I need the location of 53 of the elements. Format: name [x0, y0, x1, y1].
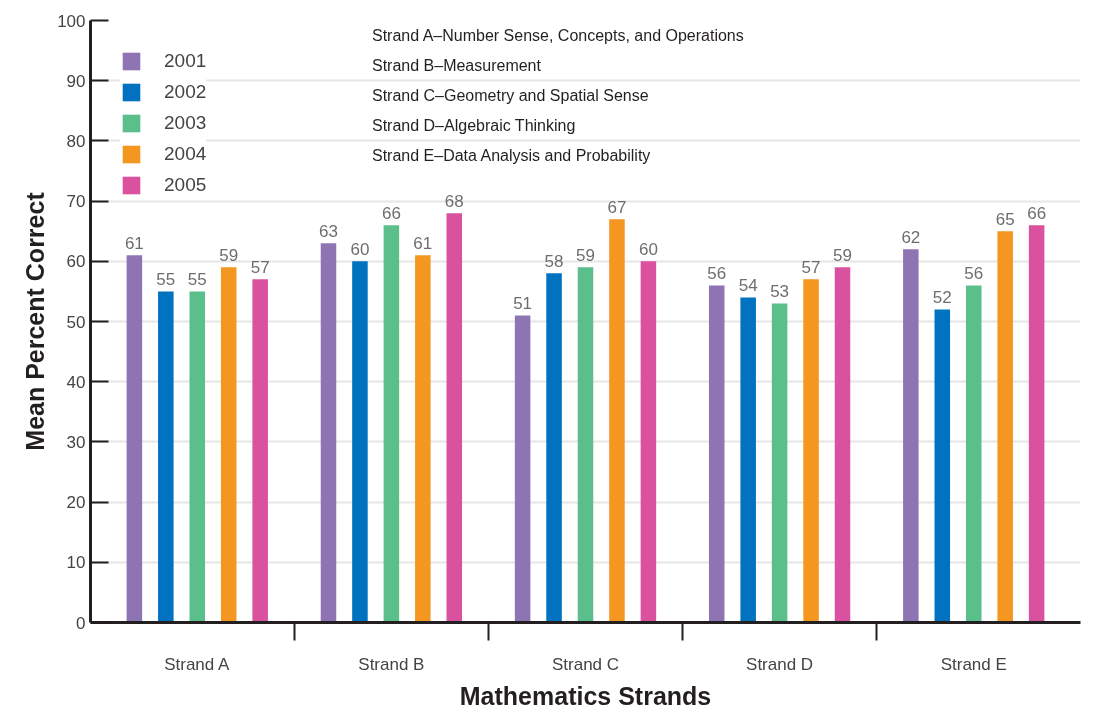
data-label: 58 — [544, 252, 564, 272]
data-label: 57 — [250, 258, 270, 278]
data-label: 61 — [413, 234, 433, 254]
data-label: 68 — [444, 192, 464, 212]
annotation: Strand B–Measurement — [371, 57, 542, 75]
annotation: Strand A–Number Sense, Concepts, and Operations — [371, 27, 744, 45]
x-tick-label: Strand E — [940, 654, 1007, 674]
data-label: 66 — [381, 204, 401, 224]
data-label: 59 — [576, 246, 595, 266]
data-label: 52 — [932, 288, 952, 308]
annotation: Strand E–Data Analysis and Probability — [371, 147, 651, 165]
data-label: 66 — [1027, 204, 1047, 224]
legend-label: 2001 — [164, 50, 207, 72]
y-tick-label: 10 — [66, 553, 86, 573]
x-tick-label: Strand C — [551, 654, 620, 674]
x-tick-label: Strand A — [164, 654, 231, 674]
data-label: 53 — [770, 282, 790, 302]
y-tick-label: 100 — [57, 11, 86, 31]
data-label: 59 — [219, 246, 239, 266]
data-label: 56 — [707, 264, 727, 284]
data-label: 60 — [350, 240, 370, 260]
y-tick-label: 50 — [66, 312, 86, 332]
data-label: 61 — [124, 234, 144, 254]
legend-label: 2004 — [164, 143, 207, 165]
y-tick-label: 80 — [66, 131, 86, 151]
data-label: 55 — [156, 270, 176, 290]
y-axis-title: Mean Percent Correct — [21, 191, 50, 451]
y-tick-label: 30 — [66, 432, 86, 452]
data-label: 54 — [738, 276, 758, 296]
data-label: 56 — [964, 264, 984, 284]
data-label: 67 — [607, 198, 627, 218]
x-tick-label: Strand B — [358, 654, 425, 674]
annotation: Strand C–Geometry and Spatial Sense — [371, 87, 649, 105]
legend-label: 2005 — [164, 174, 207, 196]
data-label: 51 — [513, 294, 533, 314]
data-label: 55 — [187, 270, 207, 290]
y-tick-label: 20 — [66, 493, 86, 513]
data-label: 65 — [995, 210, 1015, 230]
y-tick-label: 0 — [76, 613, 86, 633]
data-label: 57 — [801, 258, 821, 278]
y-tick-label: 40 — [66, 372, 86, 392]
legend-label: 2002 — [164, 81, 207, 103]
data-label: 60 — [638, 240, 658, 260]
data-label: 62 — [901, 228, 921, 248]
legend-label: 2003 — [164, 112, 207, 134]
y-tick-label: 70 — [66, 192, 86, 212]
x-axis-title: Mathematics Strands — [459, 681, 712, 710]
x-tick-label: Strand D — [746, 654, 814, 674]
y-tick-label: 90 — [66, 71, 86, 91]
annotation: Strand D–Algebraic Thinking — [371, 117, 576, 135]
y-tick-label: 60 — [66, 252, 86, 272]
data-label: 59 — [833, 246, 852, 266]
data-label: 63 — [319, 222, 338, 242]
